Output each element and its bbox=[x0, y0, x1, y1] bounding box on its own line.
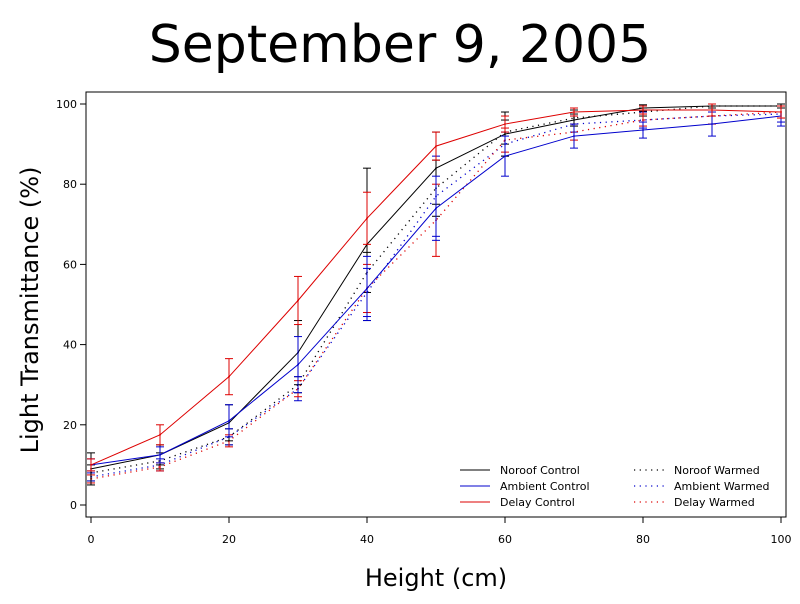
x-tick-label: 0 bbox=[88, 533, 95, 546]
error-bar bbox=[156, 424, 164, 446]
series-layer bbox=[87, 103, 785, 486]
error-bar bbox=[777, 105, 785, 119]
error-bar bbox=[432, 175, 440, 241]
x-tick-label: 20 bbox=[222, 533, 236, 546]
legend-item: Ambient Control bbox=[460, 480, 590, 493]
error-bar bbox=[294, 275, 302, 326]
data-point bbox=[711, 123, 713, 125]
y-tick-label: 100 bbox=[56, 98, 77, 111]
error-bar bbox=[570, 107, 578, 117]
error-bar bbox=[225, 404, 233, 438]
data-point bbox=[159, 433, 161, 436]
data-point bbox=[504, 123, 506, 125]
y-tick-label: 60 bbox=[63, 258, 77, 271]
error-bar bbox=[432, 131, 440, 161]
data-point bbox=[228, 375, 230, 378]
error-bar bbox=[363, 255, 371, 322]
y-tick-label: 0 bbox=[70, 499, 77, 512]
error-bar bbox=[87, 458, 95, 472]
data-point bbox=[504, 133, 506, 135]
axes: 0 20 40 60 80 100 0 20 40 60 80 100 bbox=[56, 98, 792, 546]
error-bar bbox=[639, 105, 647, 115]
error-bar bbox=[225, 358, 233, 396]
error-bar bbox=[639, 121, 647, 139]
data-point bbox=[366, 287, 368, 290]
error-bar bbox=[156, 446, 164, 464]
x-tick-label: 60 bbox=[498, 533, 512, 546]
data-point bbox=[573, 135, 575, 137]
data-point bbox=[297, 299, 299, 302]
data-point bbox=[366, 217, 368, 220]
x-tick-label: 80 bbox=[636, 533, 650, 546]
y-tick-label: 40 bbox=[63, 339, 77, 352]
legend: Noroof Control Ambient Control Delay Contr… bbox=[460, 464, 770, 509]
legend-label: Delay Warmed bbox=[674, 496, 755, 509]
error-bar bbox=[363, 191, 371, 245]
data-point bbox=[159, 466, 161, 468]
y-tick-label: 20 bbox=[63, 419, 77, 432]
series-line-ambient-warmed bbox=[90, 113, 782, 478]
data-point bbox=[642, 109, 644, 111]
data-point bbox=[297, 363, 299, 366]
chart-title: September 9, 2005 bbox=[149, 15, 651, 75]
data-point bbox=[159, 453, 161, 456]
legend-item: Delay Control bbox=[460, 496, 575, 509]
error-bar bbox=[570, 123, 578, 149]
error-bar bbox=[501, 115, 509, 133]
data-point bbox=[228, 419, 230, 422]
data-point bbox=[435, 167, 437, 170]
error-bar bbox=[708, 103, 716, 117]
legend-label: Noroof Control bbox=[500, 464, 580, 477]
data-point bbox=[642, 119, 644, 121]
y-tick-label: 80 bbox=[63, 178, 77, 191]
data-point bbox=[711, 109, 713, 111]
legend-item: Delay Warmed bbox=[634, 496, 755, 509]
legend-item: Noroof Warmed bbox=[634, 464, 760, 477]
x-axis-title: Height (cm) bbox=[365, 564, 507, 592]
legend-label: Ambient Warmed bbox=[674, 480, 770, 493]
series-group bbox=[87, 105, 785, 472]
x-tick-label: 40 bbox=[360, 533, 374, 546]
x-tick-label: 100 bbox=[771, 533, 792, 546]
error-bar bbox=[501, 135, 509, 177]
series-group bbox=[87, 103, 785, 486]
data-point bbox=[642, 129, 644, 131]
data-point bbox=[90, 464, 92, 466]
data-point bbox=[573, 119, 575, 121]
y-axis-title: Light Transmittance (%) bbox=[16, 167, 44, 454]
data-point bbox=[780, 111, 782, 113]
data-point bbox=[504, 155, 506, 158]
data-point bbox=[435, 145, 437, 148]
legend-item: Ambient Warmed bbox=[634, 480, 770, 493]
legend-item: Noroof Control bbox=[460, 464, 580, 477]
series-group bbox=[87, 103, 785, 472]
legend-label: Delay Control bbox=[500, 496, 575, 509]
error-bar bbox=[294, 336, 302, 394]
plot-frame bbox=[85, 91, 787, 518]
data-point bbox=[573, 111, 575, 113]
legend-label: Ambient Control bbox=[500, 480, 590, 493]
legend-label: Noroof Warmed bbox=[674, 464, 760, 477]
data-point bbox=[435, 207, 437, 210]
